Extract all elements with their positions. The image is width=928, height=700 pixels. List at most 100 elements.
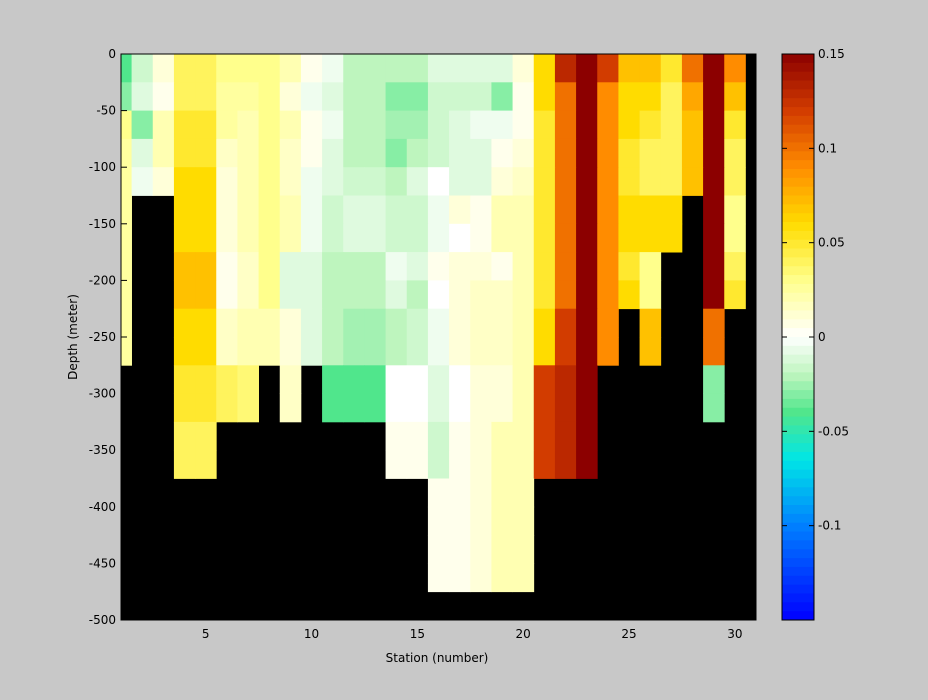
heatmap-cell (618, 138, 640, 168)
heatmap-cell (491, 337, 513, 366)
heatmap-cell (724, 280, 746, 310)
heatmap-cell (660, 82, 683, 111)
colorbar-swatch (782, 531, 814, 541)
heatmap-cell (195, 138, 217, 168)
heatmap-cell (554, 138, 577, 168)
y-tick-label: -50 (96, 104, 116, 118)
heatmap-cell (216, 252, 238, 281)
heatmap-cell (724, 110, 746, 140)
heatmap-cell (195, 337, 217, 366)
heatmap-cell (406, 167, 429, 196)
y-axis-label: Depth (meter) (66, 294, 80, 380)
heatmap-cell (121, 252, 132, 281)
heatmap-cell (173, 195, 196, 225)
heatmap-cell (173, 337, 196, 366)
heatmap-cell (533, 421, 556, 451)
heatmap-cell (597, 167, 619, 196)
colorbar-swatch (782, 222, 814, 232)
heatmap-cell (533, 337, 556, 366)
heatmap-cell (279, 308, 302, 338)
heatmap-cell (491, 223, 513, 253)
heatmap-cell (121, 138, 132, 168)
heatmap-cell (470, 82, 492, 111)
heatmap-cell (237, 110, 259, 140)
heatmap-cell (660, 138, 683, 168)
heatmap-cell (427, 138, 450, 168)
colorbar (782, 54, 814, 621)
heatmap-cell (597, 280, 619, 310)
heatmap-cell (385, 337, 408, 366)
heatmap-cell (131, 82, 154, 111)
heatmap-cell (427, 365, 450, 394)
colorbar-swatch (782, 124, 814, 135)
heatmap-cell (554, 195, 577, 225)
heatmap-cell (703, 393, 725, 423)
heatmap-cell (216, 308, 238, 338)
colorbar-swatch (782, 195, 814, 205)
y-tick-label: -100 (89, 160, 116, 174)
heatmap-cell (554, 252, 577, 281)
heatmap-cell (195, 393, 217, 423)
heatmap-cell (703, 110, 725, 140)
heatmap-cell (618, 195, 640, 225)
heatmap-cell (660, 195, 683, 225)
heatmap-cell (597, 337, 619, 366)
heatmap-cell (300, 138, 323, 168)
heatmap-cell (491, 478, 513, 508)
heatmap-cell (237, 82, 259, 111)
heatmap-cell (470, 393, 492, 423)
heatmap-cell (618, 82, 640, 111)
heatmap-cell (237, 167, 259, 196)
heatmap-cell (597, 308, 619, 338)
heatmap-cell (576, 252, 598, 281)
heatmap-cell (427, 195, 450, 225)
heatmap-cell (639, 138, 662, 168)
heatmap-cell (152, 110, 175, 140)
heatmap-cell (703, 82, 725, 111)
heatmap-cell (554, 54, 577, 83)
heatmap-cell (343, 308, 365, 338)
heatmap-cell (618, 223, 640, 253)
heatmap-cell (533, 252, 556, 281)
colorbar-swatch (782, 301, 814, 311)
heatmap-cell (554, 421, 577, 451)
colorbar-swatch (782, 248, 814, 258)
heatmap-cell (195, 308, 217, 338)
colorbar-swatch (782, 337, 814, 347)
heatmap-cell (364, 393, 386, 423)
heatmap-cell (216, 110, 238, 140)
heatmap-cell (470, 54, 492, 83)
heatmap-cell (279, 138, 302, 168)
heatmap-cell (449, 506, 471, 536)
heatmap-cell (512, 195, 535, 225)
heatmap-cell (173, 308, 196, 338)
heatmap-cell (533, 167, 556, 196)
heatmap-cell (554, 337, 577, 366)
heatmap-cell (533, 308, 556, 338)
heatmap-cell (364, 54, 386, 83)
colorbar-swatch (782, 292, 814, 303)
heatmap-cell (385, 450, 408, 479)
heatmap-cell (406, 337, 429, 366)
heatmap-cell (364, 365, 386, 394)
heatmap-cell (724, 195, 746, 225)
heatmap-cell (470, 195, 492, 225)
heatmap-cell (385, 421, 408, 451)
heatmap-cell (449, 421, 471, 451)
heatmap-cell (449, 54, 471, 83)
heatmap-cell (364, 280, 386, 310)
colorbar-swatch (782, 451, 814, 462)
heatmap-cell (491, 450, 513, 479)
heatmap-cell (724, 138, 746, 168)
heatmap-cell (703, 308, 725, 338)
heatmap-cell (491, 421, 513, 451)
heatmap-cell (449, 450, 471, 479)
heatmap-cell (576, 138, 598, 168)
heatmap-cell (131, 110, 154, 140)
heatmap-cell (343, 252, 365, 281)
heatmap-cell (406, 393, 429, 423)
heatmap-cell (491, 110, 513, 140)
heatmap-cell (427, 450, 450, 479)
heatmap-cell (258, 252, 281, 281)
heatmap-cell (533, 110, 556, 140)
